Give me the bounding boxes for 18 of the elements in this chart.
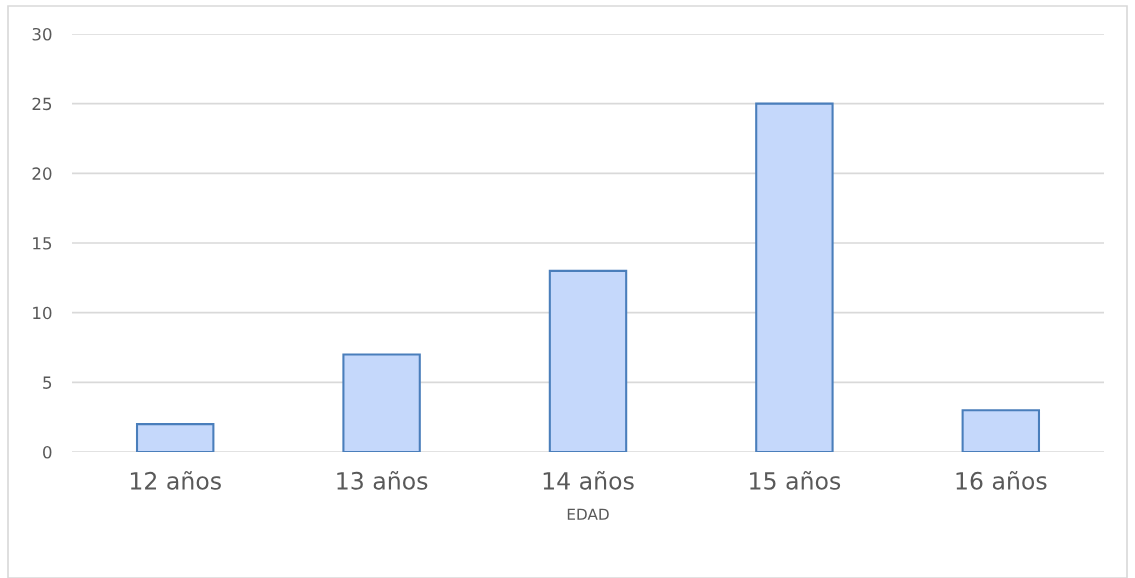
- bar: [961, 409, 1041, 452]
- bar: [548, 269, 628, 452]
- bar: [135, 423, 215, 452]
- y-tick-label: 20: [32, 167, 52, 180]
- y-tick-label: 0: [43, 445, 52, 459]
- x-tick-label: 14 años: [543, 471, 634, 490]
- x-tick-label: 12 años: [130, 471, 221, 490]
- bar: [755, 102, 834, 452]
- x-tick-label: 15 años: [750, 471, 841, 490]
- y-tick-label: 5: [43, 376, 52, 389]
- bar: [342, 353, 421, 452]
- y-tick-label: 25: [32, 97, 52, 111]
- x-axis-title: EDAD: [567, 508, 609, 520]
- y-tick-label: 30: [32, 27, 52, 41]
- y-tick-label: 10: [33, 306, 52, 320]
- x-tick-label: 13 años: [337, 471, 428, 490]
- x-tick-label: 16 años: [956, 471, 1047, 490]
- y-tick-label: 15: [33, 237, 52, 250]
